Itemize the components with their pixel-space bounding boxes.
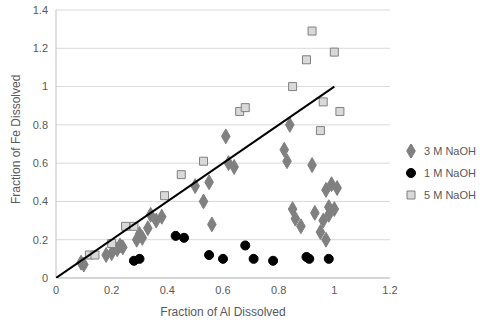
- svg-text:0.8: 0.8: [33, 119, 48, 131]
- svg-text:0.6: 0.6: [215, 284, 230, 296]
- svg-text:0.2: 0.2: [33, 234, 48, 246]
- svg-text:0.6: 0.6: [33, 157, 48, 169]
- svg-text:0.4: 0.4: [33, 195, 48, 207]
- svg-text:1.4: 1.4: [33, 4, 48, 16]
- html-text:1 M NaOH: 1 M NaOH: [424, 167, 476, 179]
- svg-text:0.8: 0.8: [271, 284, 286, 296]
- html-text:3 M NaOH: 3 M NaOH: [424, 145, 476, 157]
- svg-text:1.2: 1.2: [382, 284, 397, 296]
- svg-text:0: 0: [42, 272, 48, 284]
- html-text:5 M NaOH: 5 M NaOH: [424, 189, 476, 201]
- svg-text:1: 1: [42, 80, 48, 92]
- svg-text:0.2: 0.2: [104, 284, 119, 296]
- svg-text:0.4: 0.4: [160, 284, 175, 296]
- svg-text:1.2: 1.2: [33, 42, 48, 54]
- svg-text:Fraction of Al Dissolved: Fraction of Al Dissolved: [160, 305, 285, 319]
- svg-text:1: 1: [331, 284, 337, 296]
- svg-text:Fraction of Fe Dissolved: Fraction of Fe Dissolved: [9, 75, 23, 204]
- svg-text:0: 0: [53, 284, 59, 296]
